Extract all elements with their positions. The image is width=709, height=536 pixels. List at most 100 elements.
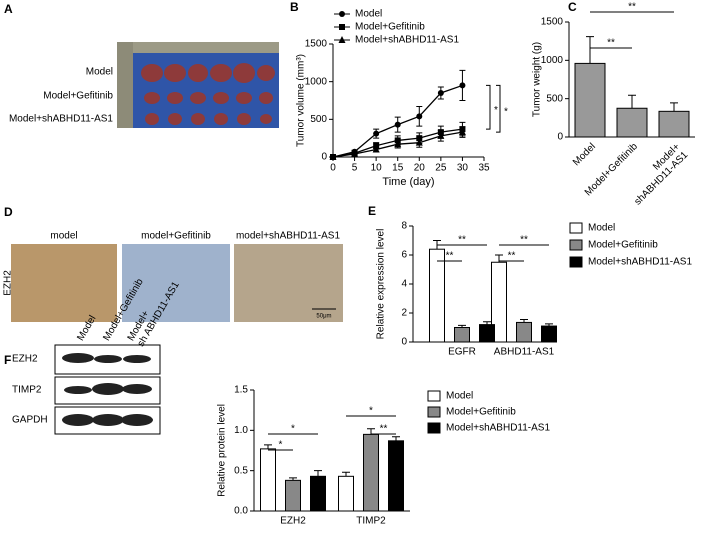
y-tick-label: 500 bbox=[310, 114, 327, 125]
y-tick-label: 1000 bbox=[541, 55, 564, 66]
error-bar bbox=[628, 94, 636, 109]
legend-label: Model+Gefitinib bbox=[446, 407, 516, 418]
sig-label: ** bbox=[520, 235, 528, 246]
x-tick-label: 25 bbox=[435, 163, 447, 174]
marker bbox=[394, 121, 401, 128]
column-label: model bbox=[50, 231, 77, 242]
x-tick-label: TIMP2 bbox=[356, 516, 386, 527]
marker bbox=[437, 131, 445, 139]
western-blot bbox=[54, 344, 161, 435]
panel-letter: C bbox=[568, 0, 577, 14]
x-tick-label: 10 bbox=[371, 163, 383, 174]
row-label: Model+shABHD11-AS1 bbox=[9, 114, 113, 125]
marker bbox=[373, 130, 380, 137]
sig-bracket bbox=[496, 84, 501, 133]
legend-label: Model bbox=[355, 9, 382, 20]
y-tick-label: 0.0 bbox=[234, 506, 248, 517]
bar bbox=[285, 479, 301, 512]
x-tick-label: ABHD11-AS1 bbox=[494, 347, 555, 358]
bar bbox=[388, 440, 404, 512]
y-tick-label: 2 bbox=[401, 308, 407, 319]
bar bbox=[541, 325, 557, 343]
marker bbox=[351, 149, 359, 157]
bar bbox=[310, 475, 326, 512]
y-axis-label: Tumor weight (g) bbox=[532, 42, 543, 117]
marker bbox=[329, 153, 337, 160]
marker bbox=[415, 138, 423, 146]
ihc-image bbox=[11, 244, 117, 322]
error-bar bbox=[342, 471, 350, 477]
y-axis-label: Relative expression level bbox=[376, 229, 387, 340]
y-tick-label: 1500 bbox=[305, 39, 328, 50]
sig-label: * bbox=[279, 440, 283, 451]
sig-label: ** bbox=[446, 251, 454, 262]
legend-label: Model+Gefitinib bbox=[588, 240, 658, 251]
column-label: model+shABHD11-AS1 bbox=[236, 231, 340, 242]
sig-label: * bbox=[291, 424, 295, 435]
error-bar bbox=[264, 444, 272, 449]
ihc-image bbox=[122, 244, 230, 322]
tumor-photo bbox=[117, 42, 279, 128]
legend-marker bbox=[339, 11, 345, 17]
y-tick-label: 1000 bbox=[305, 76, 328, 87]
x-tick-label: EZH2 bbox=[280, 516, 306, 527]
bar bbox=[363, 433, 379, 512]
blot-row-label: TIMP2 bbox=[12, 385, 42, 396]
bar bbox=[516, 321, 532, 343]
error-bar bbox=[367, 428, 375, 435]
x-tick-label: Model bbox=[571, 141, 598, 168]
bar bbox=[491, 261, 507, 343]
legend-swatch bbox=[569, 256, 583, 268]
sig-label: ** bbox=[458, 235, 466, 246]
legend-label: Model+shABHD11-AS1 bbox=[355, 35, 459, 46]
sig-label: ** bbox=[380, 424, 388, 435]
x-tick-label: 20 bbox=[414, 163, 426, 174]
ihc-image bbox=[234, 244, 343, 322]
bar bbox=[338, 475, 354, 512]
sig-label: ** bbox=[508, 251, 516, 262]
x-axis-label: Time (day) bbox=[382, 176, 434, 188]
row-label: Model+Gefitinib bbox=[43, 91, 113, 102]
bar bbox=[658, 110, 690, 138]
error-bar bbox=[586, 36, 594, 64]
legend-label: Model+Gefitinib bbox=[355, 22, 425, 33]
sig-label: * bbox=[369, 406, 373, 417]
y-tick-label: 0.5 bbox=[234, 465, 248, 476]
y-axis-label: Relative protein level bbox=[217, 404, 228, 497]
error-bar bbox=[670, 102, 678, 112]
y-tick-label: 0 bbox=[401, 337, 407, 348]
sig-label: ** bbox=[607, 38, 615, 49]
legend-label: Model bbox=[446, 391, 473, 402]
legend-swatch bbox=[569, 239, 583, 251]
legend-swatch bbox=[427, 422, 441, 434]
row-label: Model bbox=[86, 67, 113, 78]
blot-row-label: EZH2 bbox=[12, 354, 38, 365]
sig-label: * bbox=[504, 106, 508, 117]
marker bbox=[372, 145, 380, 153]
bar bbox=[574, 62, 606, 138]
error-bar bbox=[314, 470, 322, 477]
panel-letter: F bbox=[4, 353, 11, 367]
x-tick-label: 30 bbox=[457, 163, 469, 174]
panel-letter: B bbox=[290, 0, 299, 14]
panel-letter: D bbox=[4, 205, 13, 219]
bar bbox=[260, 448, 276, 512]
bar bbox=[479, 324, 495, 343]
column-label: model+Gefitinib bbox=[141, 231, 211, 242]
error-bar bbox=[392, 436, 400, 441]
legend-marker bbox=[338, 36, 346, 43]
stain-label: EZH2 bbox=[3, 270, 14, 296]
legend-swatch bbox=[569, 222, 583, 234]
y-tick-label: 4 bbox=[401, 279, 407, 290]
sig-label: ** bbox=[628, 2, 636, 13]
x-tick-label: 5 bbox=[352, 163, 358, 174]
blot-row-label: GAPDH bbox=[12, 415, 48, 426]
marker bbox=[416, 113, 423, 120]
marker bbox=[458, 128, 466, 136]
sig-label: * bbox=[494, 105, 498, 116]
sig-bracket bbox=[486, 84, 491, 130]
legend-swatch bbox=[427, 390, 441, 402]
y-tick-label: 8 bbox=[401, 221, 407, 232]
